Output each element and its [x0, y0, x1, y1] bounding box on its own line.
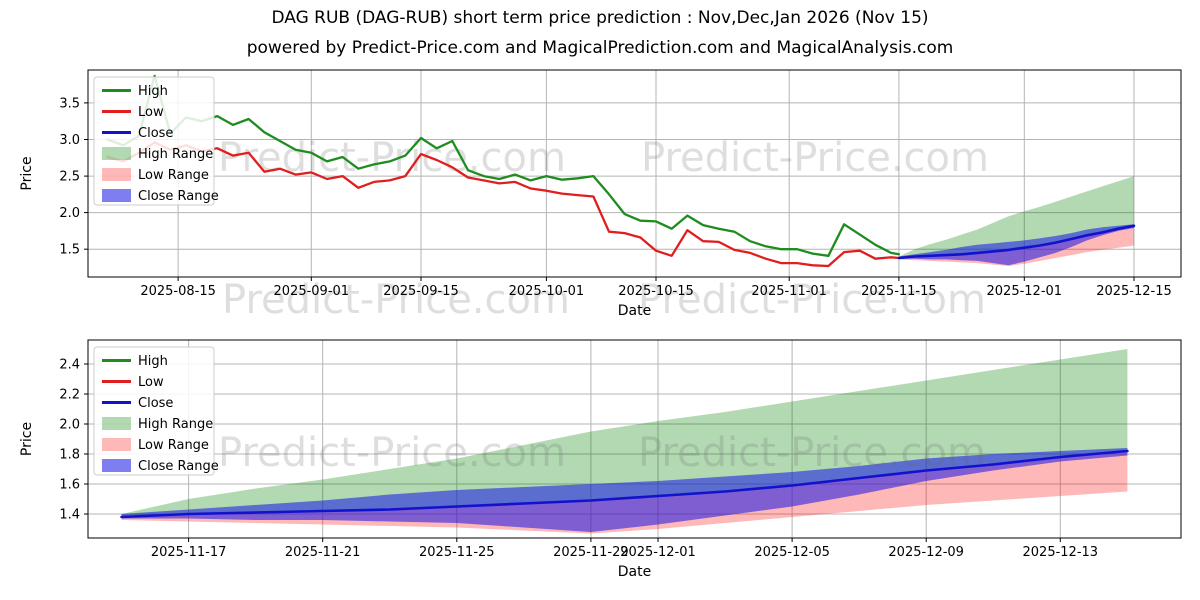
x-tick-label: 2025-11-15	[861, 284, 937, 299]
x-tick-label: 2025-11-25	[419, 545, 495, 560]
x-tick-label: 2025-08-15	[140, 284, 216, 299]
y-tick-label: 2.4	[59, 358, 80, 373]
x-tick-label: 2025-12-05	[754, 545, 830, 560]
legend-swatch-close-range	[102, 459, 131, 472]
legend-label: Low Range	[138, 168, 209, 183]
legend-label: Low	[138, 105, 164, 120]
y-tick-label: 1.8	[59, 448, 80, 463]
x-tick-label: 2025-10-15	[618, 284, 694, 299]
x-tick-label: 2025-10-01	[509, 284, 585, 299]
legend-label: High Range	[138, 417, 213, 432]
y-tick-label: 1.6	[59, 478, 80, 493]
y-tick-label: 3.5	[59, 96, 80, 111]
x-tick-label: 2025-12-01	[620, 545, 696, 560]
y-tick-label: 1.5	[59, 243, 80, 258]
x-tick-label: 2025-09-01	[274, 284, 350, 299]
forecast-detail-chart-series	[120, 449, 1129, 519]
x-tick-label: 2025-09-15	[383, 284, 459, 299]
legend-label: Close Range	[138, 189, 219, 204]
y-tick-label: 2.2	[59, 388, 80, 403]
legend-label: Close Range	[138, 459, 219, 474]
history-forecast-chart-bands	[898, 176, 1134, 266]
x-tick-label: 2025-12-15	[1096, 284, 1172, 299]
history-forecast-chart-series	[106, 74, 1136, 268]
low-line	[106, 141, 901, 268]
legend-swatch-high-range	[102, 147, 131, 160]
legend-label: Low	[138, 375, 164, 390]
watermark-text: Predict-Price.com	[222, 277, 570, 323]
history-forecast-chart-axes: 2025-08-15 2025-09-01 2025-09-15 2025-10-01…	[19, 69, 1182, 319]
legend-label: High	[138, 84, 168, 99]
y-tick-label: 1.4	[59, 508, 80, 523]
legend-swatch-close-range	[102, 189, 131, 202]
x-tick-label: 2025-11-21	[285, 545, 361, 560]
high-line	[106, 74, 901, 257]
watermark-text: Predict-Price.com	[218, 430, 566, 476]
watermark-text: Predict-Price.com	[638, 430, 986, 476]
legend-label: High Range	[138, 147, 213, 162]
watermark-text: Predict-Price.com	[218, 135, 566, 181]
x-tick-label: 2025-11-29	[553, 545, 629, 560]
legend-swatch-high-range	[102, 417, 131, 430]
x-tick-label: 2025-12-01	[987, 284, 1063, 299]
legend-label: Close	[138, 396, 173, 411]
x-axis-label: Date	[618, 564, 651, 580]
forecast-detail-chart-axes: 2025-11-17 2025-11-21 2025-11-25 2025-11-29…	[19, 339, 1182, 580]
history-forecast-chart-legend: High Low Close High Range Low Range Close Ran…	[93, 76, 219, 206]
close-line	[897, 224, 1136, 260]
y-tick-label: 2.0	[59, 418, 80, 433]
y-tick-label: 2.5	[59, 170, 80, 185]
chart-title: DAG RUB (DAG-RUB) short term price predi…	[271, 8, 929, 28]
x-axis-label: Date	[618, 303, 651, 319]
y-axis-label: Price	[19, 422, 35, 456]
x-tick-label: 2025-11-01	[751, 284, 827, 299]
legend-label: Close	[138, 126, 173, 141]
y-tick-label: 3.0	[59, 133, 80, 148]
y-axis-label: Price	[19, 156, 35, 190]
legend-label: High	[138, 354, 168, 369]
x-tick-label: 2025-11-17	[151, 545, 227, 560]
watermark-text: Predict-Price.com	[641, 135, 989, 181]
legend-swatch-low-range	[102, 168, 131, 181]
chart-subtitle: powered by Predict-Price.com and Magical…	[246, 38, 954, 58]
legend-swatch-low-range	[102, 438, 131, 451]
y-tick-label: 2.0	[59, 206, 80, 221]
close-line	[120, 449, 1129, 519]
watermark-text: Predict-Price.com	[638, 277, 986, 323]
x-tick-label: 2025-12-13	[1023, 545, 1099, 560]
forecast-detail-chart-legend: High Low Close High Range Low Range Close Ran…	[93, 346, 219, 476]
watermarks: Predict-Price.com Predict-Price.com Predic…	[218, 135, 989, 476]
x-tick-label: 2025-12-09	[888, 545, 964, 560]
legend-label: Low Range	[138, 438, 209, 453]
